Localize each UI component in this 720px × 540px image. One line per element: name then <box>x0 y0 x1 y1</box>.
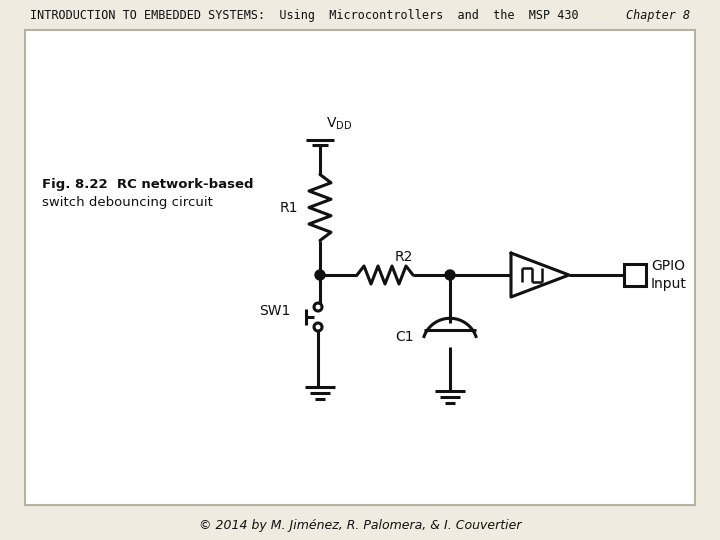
Text: Input: Input <box>651 277 687 291</box>
Circle shape <box>314 303 322 311</box>
Text: switch debouncing circuit: switch debouncing circuit <box>42 196 213 209</box>
Circle shape <box>445 270 455 280</box>
Text: V$_{\mathsf{DD}}$: V$_{\mathsf{DD}}$ <box>326 116 352 132</box>
Text: Chapter 8: Chapter 8 <box>626 10 690 23</box>
Text: R2: R2 <box>395 250 413 264</box>
Circle shape <box>314 323 322 331</box>
Bar <box>25 30 695 505</box>
Text: C1: C1 <box>395 330 414 344</box>
Bar <box>624 264 646 286</box>
Text: GPIO: GPIO <box>651 259 685 273</box>
Circle shape <box>315 270 325 280</box>
Text: INTRODUCTION TO EMBEDDED SYSTEMS:  Using  Microcontrollers  and  the  MSP 430: INTRODUCTION TO EMBEDDED SYSTEMS: Using … <box>30 10 579 23</box>
Text: Fig. 8.22  RC network-based: Fig. 8.22 RC network-based <box>42 178 253 191</box>
Text: SW1: SW1 <box>258 304 290 318</box>
Text: R1: R1 <box>279 200 298 214</box>
Text: © 2014 by M. Jiménez, R. Palomera, & I. Couvertier: © 2014 by M. Jiménez, R. Palomera, & I. … <box>199 519 521 532</box>
